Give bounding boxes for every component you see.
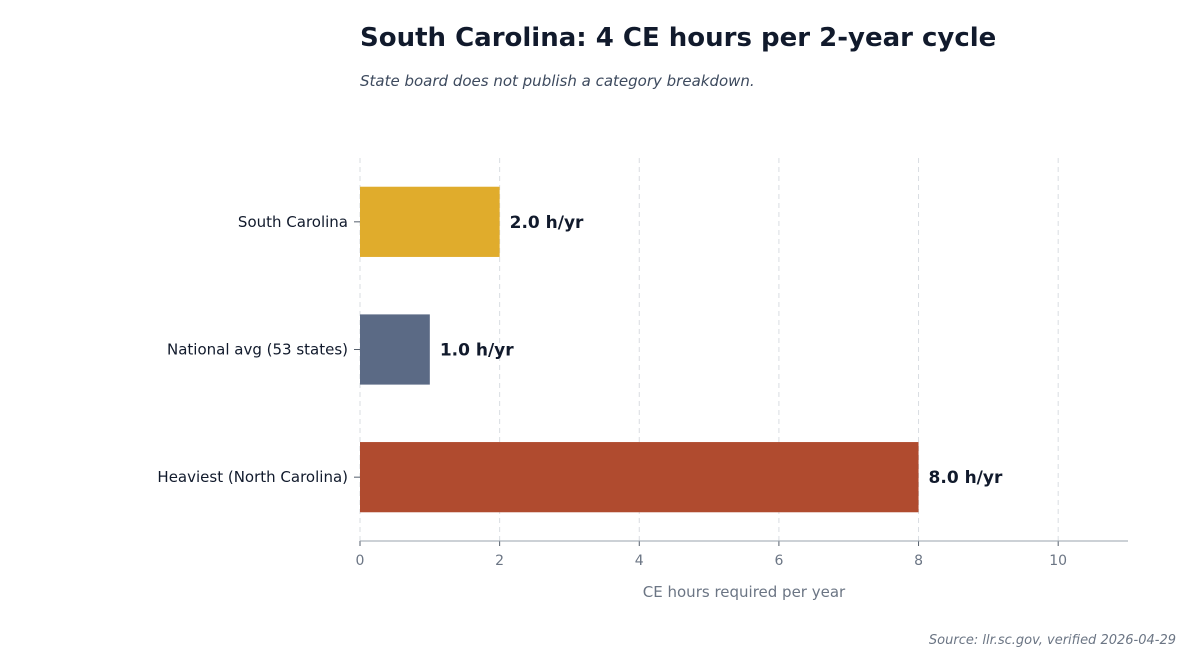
bar	[360, 314, 430, 385]
bar-value-label: 1.0 h/yr	[440, 341, 514, 361]
bar	[360, 442, 919, 513]
x-tick-label: 6	[774, 553, 783, 569]
x-tick-label: 10	[1049, 553, 1067, 569]
source-note: Source: llr.sc.gov, verified 2026-04-29	[929, 633, 1176, 648]
chart-title: South Carolina: 4 CE hours per 2-year cy…	[360, 23, 996, 53]
bars: 2.0 h/yr 1.0 h/yr 8.0 h/yr	[360, 186, 1003, 513]
x-axis: 0 2 4 6 8 10	[356, 540, 1128, 569]
category-axis: South Carolina National avg (53 states) He…	[157, 213, 360, 486]
bar-value-label: 2.0 h/yr	[510, 213, 584, 233]
bar	[360, 186, 500, 257]
x-tick-label: 2	[495, 553, 504, 569]
category-label: South Carolina	[238, 213, 348, 231]
category-label: Heaviest (North Carolina)	[157, 468, 348, 486]
x-tick-label: 8	[914, 553, 923, 569]
bar-value-label: 8.0 h/yr	[929, 468, 1003, 488]
category-label: National avg (53 states)	[167, 341, 348, 359]
x-tick-label: 0	[356, 553, 365, 569]
chart-subtitle: State board does not publish a category …	[360, 72, 755, 90]
x-axis-label: CE hours required per year	[643, 583, 846, 601]
x-tick-label: 4	[635, 553, 644, 569]
